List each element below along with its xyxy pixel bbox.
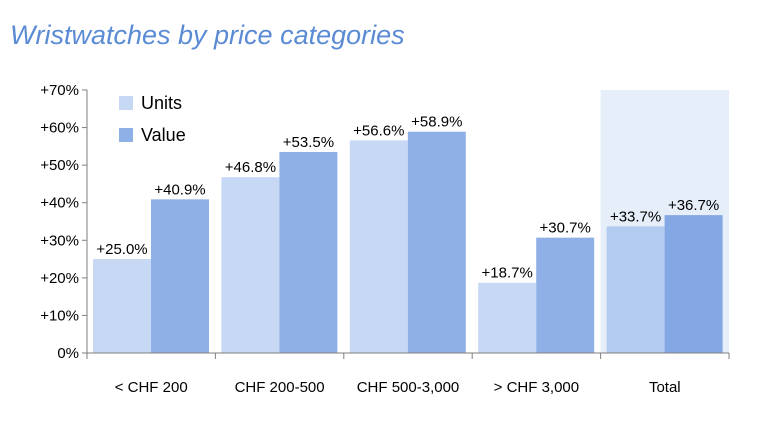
- y-tick-label-0: 0%: [57, 345, 79, 362]
- data-label-value-2: +58.9%: [411, 114, 462, 131]
- y-tick-label-7: +70%: [40, 82, 79, 99]
- bar-units-4: [606, 226, 665, 353]
- bar-units-3: [478, 282, 537, 353]
- y-tick-label-6: +60%: [40, 120, 79, 137]
- y-tick-label-5: +50%: [40, 157, 79, 174]
- data-label-units-4: +33.7%: [610, 208, 661, 225]
- legend-label-units: Units: [141, 93, 182, 113]
- chart-title: Wristwatches by price categories: [10, 20, 405, 50]
- x-tick-label-4: Total: [649, 379, 681, 396]
- data-label-units-0: +25.0%: [96, 241, 147, 258]
- bar-value-0: [151, 199, 209, 353]
- data-label-units-2: +56.6%: [353, 122, 404, 139]
- y-tick-label-3: +30%: [40, 232, 79, 249]
- data-label-value-0: +40.9%: [154, 181, 205, 198]
- y-tick-label-4: +40%: [40, 195, 79, 212]
- bar-value-4: [664, 215, 723, 353]
- bar-value-3: [536, 237, 595, 353]
- bar-value-1: [279, 151, 338, 353]
- data-label-units-1: +46.8%: [225, 159, 276, 176]
- data-label-value-4: +36.7%: [668, 197, 719, 214]
- bar-units-2: [349, 140, 408, 353]
- data-label-value-3: +30.7%: [540, 220, 591, 237]
- y-tick-label-1: +10%: [40, 307, 79, 324]
- data-label-units-3: +18.7%: [482, 265, 533, 282]
- legend: Units Value: [119, 93, 186, 145]
- x-tick-label-2: CHF 500-3,000: [357, 379, 460, 396]
- bar-units-0: [93, 259, 151, 353]
- data-label-value-1: +53.5%: [283, 134, 334, 151]
- bar-units-1: [221, 177, 280, 353]
- bar-value-2: [407, 131, 466, 353]
- x-tick-label-1: CHF 200-500: [235, 379, 325, 396]
- x-tick-label-0: < CHF 200: [115, 379, 188, 396]
- legend-label-value: Value: [141, 125, 186, 145]
- x-tick-label-3: > CHF 3,000: [494, 379, 579, 396]
- labels-group: +25.0% +40.9% < CHF 200 +46.8% +53.5% CHF 200…: [96, 114, 719, 396]
- axes-group: 0% +10% +20% +30% +40% +50% +60% +70%: [40, 82, 730, 362]
- bars-group: [93, 131, 723, 353]
- legend-swatch-value: [119, 128, 133, 142]
- legend-swatch-units: [119, 96, 133, 110]
- y-tick-label-2: +20%: [40, 270, 79, 287]
